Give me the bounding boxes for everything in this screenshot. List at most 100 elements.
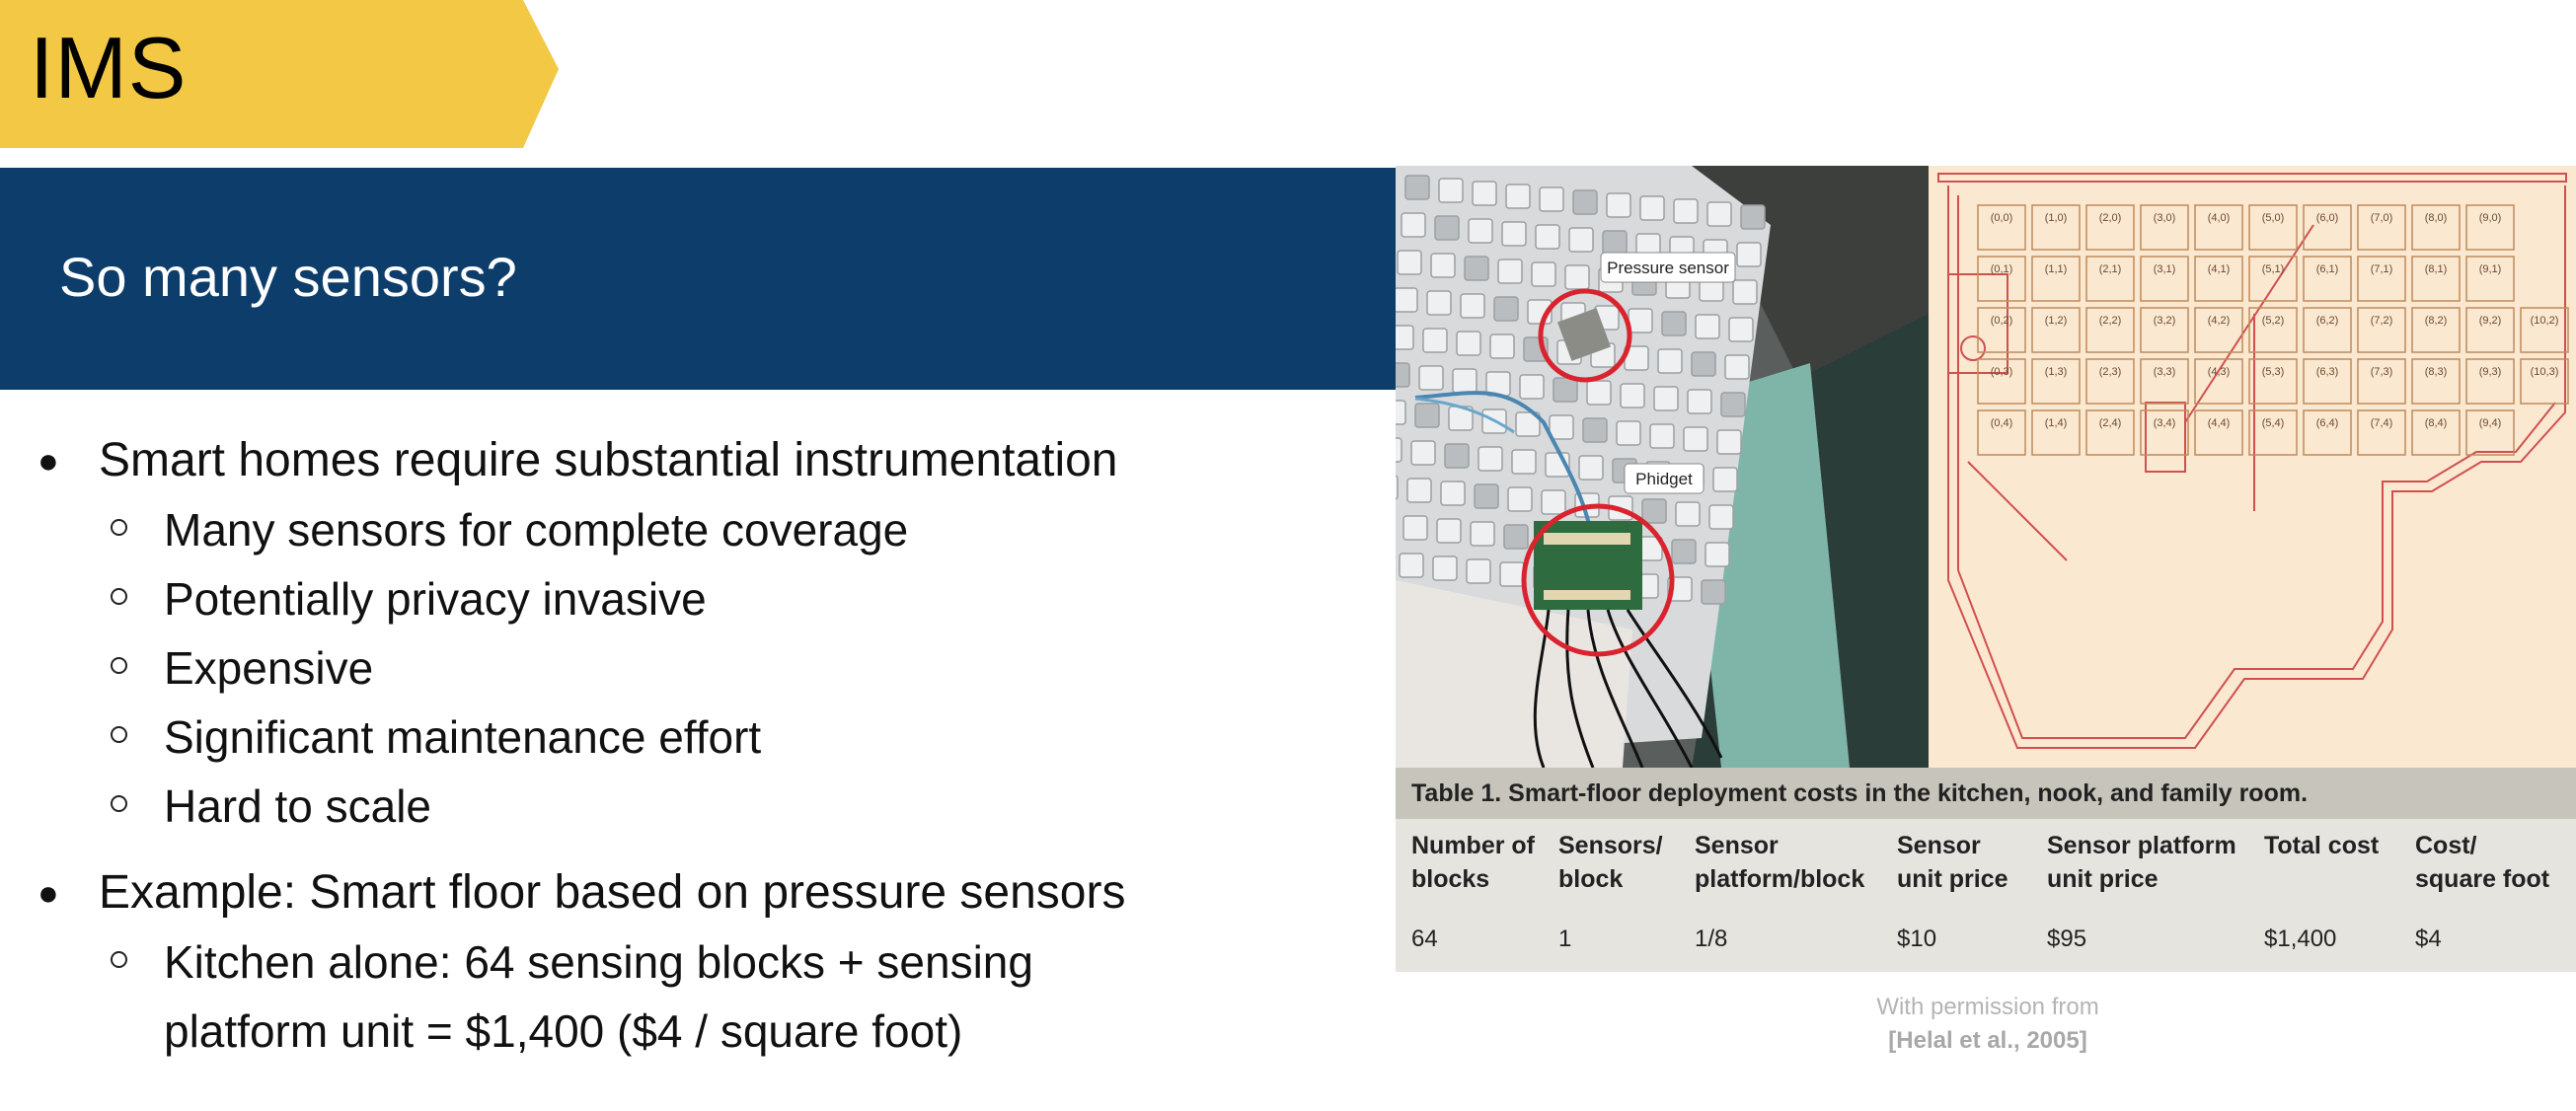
floor-block-label: (1,2) xyxy=(2045,315,2068,327)
floor-block xyxy=(2248,204,2298,251)
section-tag-label: IMS xyxy=(30,19,188,116)
floor-plan-diagram: (0,0) (1,0) (2,0) (3,0) (4,0) (5,0) (6,0) (7,0)… xyxy=(1929,166,2576,768)
sub-bullet-item: Kitchen alone: 64 sensing blocks + sensi… xyxy=(38,927,1380,997)
floor-block-label: (7,4) xyxy=(2371,417,2393,429)
floor-block-label: (8,0) xyxy=(2425,212,2448,224)
sub-bullet-item: Significant maintenance effort xyxy=(38,703,1380,772)
floor-block-label: (10,3) xyxy=(2531,366,2559,378)
floor-block-label: (6,0) xyxy=(2316,212,2339,224)
floor-block xyxy=(2194,307,2243,353)
floor-block-label: (8,3) xyxy=(2425,366,2448,378)
floor-block xyxy=(2085,307,2135,353)
floor-block xyxy=(2248,307,2298,353)
floor-block xyxy=(2031,307,2081,353)
bullet-circle-icon xyxy=(111,795,127,812)
smart-floor-photo: Pressure sensor Phidget xyxy=(1396,166,1929,768)
floor-block-label: (5,2) xyxy=(2262,315,2285,327)
floor-block xyxy=(2357,204,2406,251)
image-credit: With permission from [Helal et al., 2005… xyxy=(1876,994,2099,1054)
table-cell: $4 xyxy=(2415,926,2442,952)
floor-block-label: (2,0) xyxy=(2099,212,2122,224)
floor-block-label: (2,3) xyxy=(2099,366,2122,378)
table-header-cell: Cost/square foot xyxy=(2415,832,2550,893)
floor-block-label: (4,2) xyxy=(2208,315,2231,327)
floor-block-label: (8,4) xyxy=(2425,417,2448,429)
floor-block xyxy=(2465,307,2515,353)
floor-block xyxy=(2303,256,2352,302)
bullet-circle-icon xyxy=(111,588,127,605)
floor-block xyxy=(2520,358,2569,405)
floor-block xyxy=(2085,256,2135,302)
floor-block-label: (5,1) xyxy=(2262,263,2285,275)
floor-block-label: (9,4) xyxy=(2479,417,2502,429)
floor-block xyxy=(1977,409,2026,456)
bullet-item: Smart homes require substantial instrume… xyxy=(38,426,1380,495)
floor-block-label: (2,2) xyxy=(2099,315,2122,327)
floor-block xyxy=(2411,204,2461,251)
floor-block xyxy=(2194,358,2243,405)
table-header-cell: Sensors/block xyxy=(1558,832,1663,893)
floor-block xyxy=(1977,256,2026,302)
floor-block-label: (2,4) xyxy=(2099,417,2122,429)
sub-bullet-item: Hard to scale xyxy=(38,772,1380,841)
floor-block-label: (4,0) xyxy=(2208,212,2231,224)
floor-block xyxy=(2411,256,2461,302)
floor-block xyxy=(2248,358,2298,405)
floor-block-label: (7,2) xyxy=(2371,315,2393,327)
floor-block-label: (6,2) xyxy=(2316,315,2339,327)
section-tag: IMS xyxy=(0,0,559,148)
floor-block-label: (7,3) xyxy=(2371,366,2393,378)
bullet-list: Smart homes require substantial instrume… xyxy=(38,426,1380,1066)
floor-block-label: (7,1) xyxy=(2371,263,2393,275)
table-header-cell: Sensor unit price xyxy=(1897,832,2008,893)
phidget-label: Phidget xyxy=(1635,470,1693,488)
floor-block-label: (0,1) xyxy=(1991,263,2013,275)
floor-block-label: (8,2) xyxy=(2425,315,2448,327)
table-header-cell: Number of blocks xyxy=(1411,832,1535,893)
floor-block xyxy=(1977,204,2026,251)
table-cell: $1,400 xyxy=(2264,926,2337,952)
floor-block xyxy=(2465,358,2515,405)
floor-block-label: (6,3) xyxy=(2316,366,2339,378)
floor-block xyxy=(2411,409,2461,456)
floor-block-label: (3,4) xyxy=(2154,417,2176,429)
floor-block xyxy=(2085,358,2135,405)
bullet-item: Example: Smart floor based on pressure s… xyxy=(38,858,1380,927)
floor-block-label: (8,1) xyxy=(2425,263,2448,275)
floor-block xyxy=(2031,358,2081,405)
floor-block-label: (1,0) xyxy=(2045,212,2068,224)
floor-block xyxy=(2031,256,2081,302)
floor-block-label: (5,0) xyxy=(2262,212,2285,224)
title-banner: So many sensors? xyxy=(0,168,1398,390)
floor-block-label: (1,4) xyxy=(2045,417,2068,429)
floor-block-label: (0,2) xyxy=(1991,315,2013,327)
floor-block xyxy=(2194,409,2243,456)
floor-block xyxy=(2140,204,2189,251)
floor-block xyxy=(2140,307,2189,353)
floor-block xyxy=(2031,409,2081,456)
floor-block xyxy=(2303,358,2352,405)
table-cell: 1/8 xyxy=(1695,926,1728,952)
floor-block xyxy=(2085,409,2135,456)
sub-bullet-item: Many sensors for complete coverage xyxy=(38,495,1380,564)
table-cell: $95 xyxy=(2047,926,2087,952)
table-header-cell: Total cost xyxy=(2264,832,2380,859)
floor-block xyxy=(2140,358,2189,405)
floor-block-label: (5,4) xyxy=(2262,417,2285,429)
floor-block xyxy=(2520,307,2569,353)
floor-block xyxy=(2248,409,2298,456)
floor-block-label: (0,0) xyxy=(1991,212,2013,224)
table-cell: 1 xyxy=(1558,926,1572,952)
floor-block-label: (1,1) xyxy=(2045,263,2068,275)
floor-block xyxy=(2303,204,2352,251)
floor-block xyxy=(1977,307,2026,353)
slide-title: So many sensors? xyxy=(59,246,517,308)
floor-block-label: (9,1) xyxy=(2479,263,2502,275)
floor-block xyxy=(2194,204,2243,251)
floor-block xyxy=(2465,409,2515,456)
floor-block xyxy=(2465,204,2515,251)
table-header-cell: Sensor platform unit price xyxy=(2047,832,2236,893)
floor-block xyxy=(2465,256,2515,302)
bullet-circle-icon xyxy=(111,951,127,968)
sub-bullet-continuation: platform unit = $1,400 ($4 / square foot… xyxy=(164,1005,963,1057)
